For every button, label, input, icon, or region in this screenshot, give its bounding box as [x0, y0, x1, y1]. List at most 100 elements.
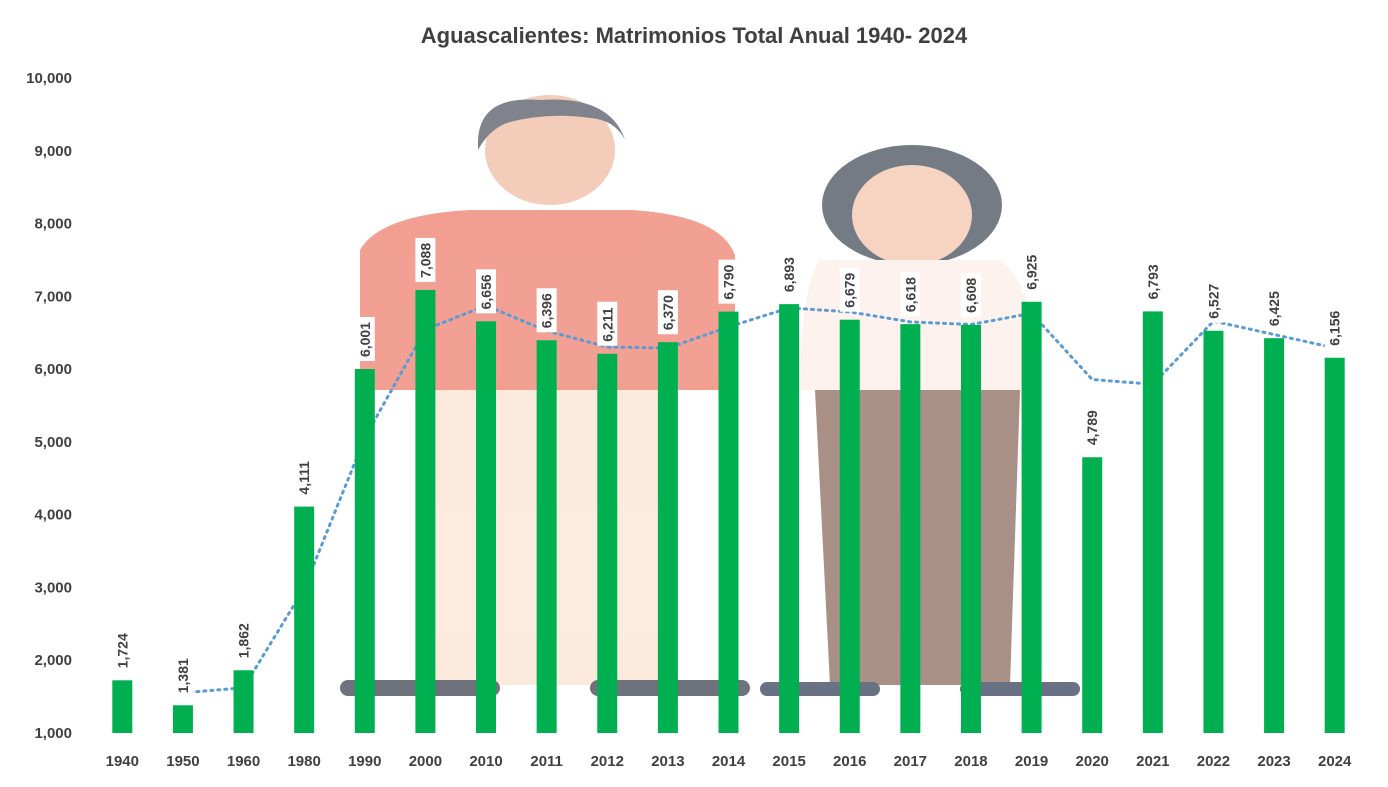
bar-2018 [960, 324, 981, 733]
bar-2020 [1082, 457, 1103, 733]
x-tick-label: 2024 [1318, 753, 1352, 770]
x-tick-label: 1950 [166, 753, 199, 770]
data-label-2023: 6,425 [1264, 286, 1285, 331]
y-tick-label: 7,000 [34, 288, 72, 305]
bars [112, 289, 1345, 733]
y-tick-label: 6,000 [34, 361, 72, 378]
bar-2015 [779, 304, 800, 733]
bar-2012 [597, 353, 618, 733]
y-tick-label: 1,000 [34, 725, 72, 742]
trendline-layer [181, 304, 1337, 695]
bar-1990 [354, 369, 375, 733]
data-label-1950: 1,381 [172, 653, 193, 698]
bar-2010 [476, 321, 497, 733]
data-label-text: 7,088 [417, 243, 433, 278]
bar-2023 [1264, 338, 1285, 733]
x-tick-label: 2012 [591, 753, 624, 770]
bar-2017 [900, 324, 921, 733]
data-label-text: 6,370 [660, 295, 676, 330]
data-label-text: 6,925 [1024, 255, 1040, 290]
data-label-text: 1,381 [175, 658, 191, 693]
data-label-2017: 6,618 [900, 272, 921, 317]
x-tick-label: 2019 [1015, 753, 1048, 770]
data-label-text: 6,156 [1327, 311, 1343, 346]
x-tick-label: 2010 [469, 753, 502, 770]
data-label-text: 6,608 [963, 278, 979, 313]
data-label-2014: 6,790 [718, 259, 739, 304]
y-tick-label: 5,000 [34, 434, 72, 451]
bar-2024 [1324, 357, 1345, 733]
chart-title: Aguascalientes: Matrimonios Total Anual … [421, 23, 968, 48]
x-tick-label: 2011 [530, 753, 563, 770]
data-label-2015: 6,893 [779, 252, 800, 297]
x-tick-label: 2022 [1197, 753, 1230, 770]
bar-2014 [718, 311, 739, 733]
data-label-2010: 6,656 [476, 269, 497, 314]
data-label-2000: 7,088 [415, 237, 436, 282]
bar-2013 [657, 342, 678, 733]
data-label-1960: 1,862 [233, 618, 254, 663]
x-tick-label: 1990 [348, 753, 381, 770]
data-label-2020: 4,789 [1082, 405, 1103, 450]
bar-2000 [415, 289, 436, 733]
x-tick-label: 1940 [106, 753, 139, 770]
y-tick-label: 2,000 [34, 652, 72, 669]
y-tick-label: 3,000 [34, 579, 72, 596]
data-label-2021: 6,793 [1142, 259, 1163, 304]
x-tick-label: 1980 [287, 753, 320, 770]
x-tick-label: 2023 [1257, 753, 1290, 770]
x-tick-label: 2017 [894, 753, 927, 770]
data-label-2022: 6,527 [1203, 278, 1224, 323]
y-tick-label: 10,000 [26, 70, 72, 87]
data-label-text: 6,793 [1145, 264, 1161, 299]
data-label-text: 6,527 [1205, 284, 1221, 319]
y-tick-label: 4,000 [34, 507, 72, 524]
data-labels: 1,724 1,381 1,862 4,111 6,001 7,088 6,656 6,396… [112, 237, 1345, 698]
bar-2016 [839, 319, 860, 733]
data-label-text: 6,679 [842, 272, 858, 307]
bar-1940 [112, 680, 133, 733]
y-tick-label: 9,000 [34, 143, 72, 160]
data-label-text: 6,396 [539, 293, 555, 328]
data-label-2013: 6,370 [657, 290, 678, 335]
data-label-2016: 6,679 [839, 267, 860, 312]
data-label-2012: 6,211 [597, 301, 618, 346]
bar-1950 [172, 705, 193, 733]
bar-1980 [294, 506, 315, 733]
x-axis: 1940 1950 1960 1980 1990 2000 2010 2011 2012 2013… [106, 753, 1352, 770]
bar-1960 [233, 670, 254, 733]
bar-2011 [536, 340, 557, 733]
y-axis: 1,000 2,000 3,000 4,000 5,000 6,000 7,000 8,000… [26, 70, 72, 742]
data-label-text: 1,724 [114, 633, 130, 668]
x-tick-label: 2020 [1076, 753, 1109, 770]
data-label-text: 1,862 [236, 623, 252, 658]
x-tick-label: 2015 [772, 753, 805, 770]
trendline [181, 304, 1337, 695]
data-label-1980: 4,111 [294, 454, 315, 499]
x-tick-label: 2021 [1136, 753, 1169, 770]
data-label-text: 4,789 [1084, 410, 1100, 445]
data-label-text: 6,618 [902, 277, 918, 312]
bar-2022 [1203, 330, 1224, 733]
x-tick-label: 2016 [833, 753, 866, 770]
data-label-2024: 6,156 [1324, 305, 1345, 350]
data-label-text: 6,211 [599, 307, 615, 341]
data-label-text: 6,001 [357, 322, 373, 357]
data-label-text: 6,656 [478, 274, 494, 309]
x-tick-label: 2013 [651, 753, 684, 770]
data-label-2011: 6,396 [536, 288, 557, 333]
data-label-text: 4,111 [296, 461, 312, 495]
data-label-1990: 6,001 [354, 317, 375, 362]
data-label-text: 6,790 [721, 264, 737, 299]
data-label-2018: 6,608 [960, 272, 981, 317]
x-tick-label: 1960 [227, 753, 260, 770]
x-tick-label: 2000 [409, 753, 442, 770]
bar-2021 [1142, 311, 1163, 733]
y-tick-label: 8,000 [34, 216, 72, 233]
x-tick-label: 2014 [712, 753, 746, 770]
data-label-text: 6,893 [781, 257, 797, 292]
x-tick-label: 2018 [954, 753, 987, 770]
data-label-2019: 6,925 [1021, 249, 1042, 294]
